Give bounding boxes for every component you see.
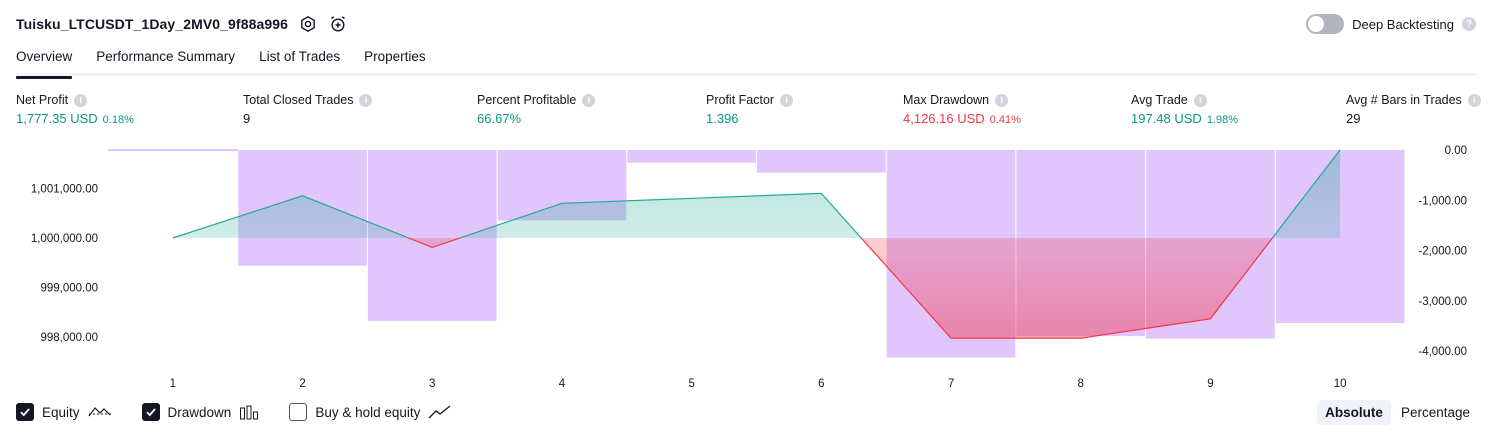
value-mode-switch: Absolute Percentage [1317,400,1478,425]
equity-area-negative [172,238,1341,339]
info-icon[interactable]: i [780,93,794,107]
deep-backtesting: Deep Backtesting ? [1306,14,1476,34]
left-axis-tick-label: 999,000.00 [40,283,98,295]
info-icon[interactable]: i [1467,93,1481,107]
metric-avg-trade: Avg Trade i 197.48 USD 1.98% [1131,93,1238,126]
x-axis-tick-label: 2 [299,378,305,390]
info-icon[interactable]: i [995,93,1009,107]
x-axis-tick-label: 8 [1078,378,1084,390]
equity-fill [172,149,1341,339]
right-axis: 0.00 -1,000.00 -2,000.00 -3,000.00 -4,000.00 [1418,145,1467,358]
metric-label: Profit Factor [706,93,775,107]
checkbox-checked-icon[interactable] [16,403,34,421]
buy-hold-line-icon [428,404,452,420]
metric-avg-bars: Avg # Bars in Trades i 29 [1346,93,1481,126]
x-axis-tick-label: 1 [170,378,176,390]
metric-percent-profitable: Percent Profitable i 66.67% [477,93,596,126]
hexagon-gear-icon[interactable] [298,14,318,34]
deep-backtesting-toggle[interactable] [1306,14,1345,34]
metric-label: Percent Profitable [477,93,577,107]
left-axis-tick-label: 1,000,000.00 [31,233,98,245]
metric-label: Net Profit [16,93,69,107]
right-axis-tick-label: -4,000.00 [1418,346,1467,358]
info-icon[interactable]: i [1193,93,1207,107]
drawdown-bar [627,150,756,163]
x-axis-tick-label: 9 [1207,378,1213,390]
tab-properties[interactable]: Properties [364,49,426,64]
metric-profit-factor: Profit Factor i 1.396 [706,93,794,126]
metric-max-drawdown: Max Drawdown i 4,126.16 USD 0.41% [903,93,1021,126]
checkbox-unchecked-icon[interactable] [289,403,308,421]
help-icon[interactable]: ? [1462,17,1476,31]
left-axis-tick-label: 998,000.00 [40,332,98,344]
legend-equity[interactable]: Equity [16,403,112,421]
tab-bar: Overview Performance Summary List of Tra… [16,46,1478,79]
checkbox-checked-icon[interactable] [141,403,160,421]
x-axis-tick-label: 10 [1334,378,1347,390]
metric-label: Avg # Bars in Trades [1346,93,1462,107]
metric-label: Avg Trade [1131,93,1188,107]
right-axis-tick-label: -1,000.00 [1418,195,1467,207]
legend-label: Buy & hold equity [315,404,421,420]
info-icon[interactable]: i [582,93,596,107]
chart-legend: Equity Drawdown Buy & hold equity [16,403,452,421]
right-axis-tick-label: -2,000.00 [1418,246,1467,258]
metric-value: 4,126.16 USD [903,111,985,126]
legend-buy-hold[interactable]: Buy & hold equity [289,403,452,421]
percentage-button[interactable]: Percentage [1400,405,1470,420]
metric-percent: 0.18% [102,114,134,126]
metric-value: 9 [243,111,251,126]
metric-value: 1,777.35 USD [16,111,98,126]
strategy-header: Tuisku_LTCUSDT_1Day_2MV0_9f88a996 [16,12,348,36]
equity-drawdown-chart[interactable]: 1,001,000.00 1,000,000.00 999,000.00 998,00… [0,140,1494,395]
metrics-row: Net Profit i 1,777.35 USD 0.18% Total Clos… [16,93,1481,133]
right-axis-tick-label: -3,000.00 [1418,296,1467,308]
metric-percent: 0.41% [989,114,1021,126]
x-axis-tick-label: 6 [818,378,824,390]
info-icon[interactable]: i [359,93,373,107]
x-axis-tick-label: 3 [429,378,435,390]
toggle-knob [1308,16,1325,32]
metric-total-closed-trades: Total Closed Trades i 9 [243,93,373,126]
tab-overview[interactable]: Overview [16,46,73,79]
metric-label: Total Closed Trades [243,93,354,107]
absolute-button[interactable]: Absolute [1317,400,1391,425]
alarm-clock-plus-icon[interactable] [328,14,348,34]
deep-backtesting-label: Deep Backtesting [1352,16,1454,32]
metric-label: Max Drawdown [903,93,990,107]
drawdown-bar [757,150,886,173]
metric-value: 29 [1346,111,1361,126]
drawdown-bars-icon [239,404,259,420]
tab-list-of-trades[interactable]: List of Trades [259,49,341,64]
legend-label: Equity [42,404,80,420]
metric-percent: 1.98% [1206,114,1239,126]
x-axis-tick-label: 7 [948,378,954,390]
metric-value: 66.67% [477,111,522,126]
left-axis: 1,001,000.00 1,000,000.00 999,000.00 998,00… [31,183,98,344]
right-axis-tick-label: 0.00 [1445,145,1467,157]
tab-performance-summary[interactable]: Performance Summary [96,49,236,64]
x-axis-tick-label: 5 [688,378,694,390]
metric-value: 1.396 [706,111,739,126]
left-axis-tick-label: 1,001,000.00 [31,183,98,195]
metric-net-profit: Net Profit i 1,777.35 USD 0.18% [16,93,134,126]
equity-area-positive [172,149,1341,238]
strategy-title: Tuisku_LTCUSDT_1Day_2MV0_9f88a996 [16,16,289,32]
chart-canvas: 1,001,000.00 1,000,000.00 999,000.00 998,00… [31,145,1467,390]
equity-line-negative [172,238,1274,339]
equity-line-icon [88,404,112,420]
legend-label: Drawdown [167,404,232,420]
equity-line-positive [172,149,1341,238]
equity-line [172,149,1341,339]
x-axis-tick-label: 4 [559,378,566,390]
x-axis: 1 2 3 4 5 6 7 8 9 10 [170,378,1347,390]
legend-drawdown[interactable]: Drawdown [141,403,260,421]
info-icon[interactable]: i [74,93,88,107]
metric-value: 197.48 USD [1131,111,1202,126]
